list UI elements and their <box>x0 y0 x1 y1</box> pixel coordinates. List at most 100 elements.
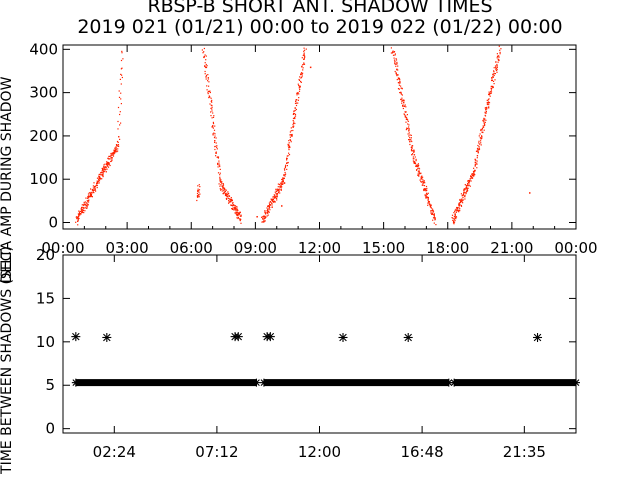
band-4-point <box>238 214 240 216</box>
band-3-point <box>205 66 207 69</box>
band-10-point <box>474 163 476 165</box>
band-3-point <box>207 91 209 93</box>
band-6-point <box>296 94 298 96</box>
band-0-point <box>102 167 104 169</box>
band-7-point <box>407 133 409 135</box>
band-9-point <box>455 210 457 212</box>
band-7-point <box>394 63 396 65</box>
band-1-point <box>120 73 122 75</box>
band-5-point <box>265 213 267 215</box>
band-6-point <box>284 171 286 174</box>
band-2-point <box>196 195 199 197</box>
band-0-point <box>96 187 98 189</box>
band-7-point <box>397 65 399 67</box>
chart-title: RBSP-B SHORT ANT. SHADOW TIMES <box>147 0 492 17</box>
band-0-point <box>111 152 113 154</box>
band-0-point <box>90 188 92 190</box>
band-8-point <box>417 168 419 170</box>
band-8-point <box>423 180 425 182</box>
chart-subtitle: 2019 021 (01/21) 00:00 to 2019 022 (01/2… <box>77 16 562 38</box>
band-5-point <box>266 212 268 214</box>
band-2-point <box>197 194 199 196</box>
band-10-point <box>492 75 494 77</box>
band-7-point <box>410 150 413 152</box>
band-5-point <box>279 182 282 184</box>
band-0-point <box>95 190 97 192</box>
band-3-point <box>219 165 221 168</box>
band-0-point <box>110 160 112 163</box>
band-3-point <box>210 115 212 117</box>
band-3-point <box>215 155 217 157</box>
band-5-point <box>279 185 281 187</box>
band-10-point <box>495 66 497 68</box>
band-0-point <box>102 171 104 173</box>
band-6-point <box>289 139 291 141</box>
band-8-point <box>427 201 430 203</box>
band-6-point <box>304 55 306 57</box>
band-3-point <box>207 77 209 79</box>
band-0-point <box>98 182 100 184</box>
band-6-point <box>302 67 304 69</box>
band-7-point <box>392 54 395 56</box>
band-7-point <box>395 72 397 74</box>
band-10-point <box>486 101 488 104</box>
band-6-point <box>304 49 306 51</box>
band-10-point <box>480 129 482 132</box>
band-3-point <box>219 176 221 178</box>
band-6-point <box>288 147 290 149</box>
band-3-point <box>206 89 208 91</box>
band-0-point <box>78 215 80 218</box>
top-x-tick-label: 18:00 <box>426 239 469 257</box>
band-6-point <box>291 135 293 137</box>
band-4-point <box>234 206 236 208</box>
band-4-point <box>237 217 239 220</box>
band-9-point <box>459 210 461 212</box>
band-10-point <box>479 133 481 135</box>
band-4-point <box>231 208 233 210</box>
band-4-point <box>230 201 232 203</box>
band-0-point <box>87 197 90 199</box>
band-8-point <box>424 182 426 184</box>
band-2-point <box>197 190 199 192</box>
band-7-point <box>399 78 401 80</box>
band-5-point <box>269 201 271 203</box>
band-6-point <box>288 140 290 142</box>
band-7-point <box>411 147 413 149</box>
band-8-point <box>420 178 422 180</box>
band-4-point <box>239 218 241 220</box>
band-8-point <box>420 172 422 175</box>
band-5-point <box>270 198 272 200</box>
band-7-point <box>396 79 398 81</box>
band-6-point <box>288 142 290 144</box>
band-9-point <box>460 205 463 207</box>
band-3-point <box>214 145 216 147</box>
band-10-point <box>490 87 492 89</box>
band-5-point <box>271 206 273 208</box>
band-0-point <box>86 205 88 207</box>
band-7-point <box>398 84 400 86</box>
band-8-point <box>425 185 428 188</box>
band-3-point <box>219 164 221 166</box>
band-9-point <box>461 201 463 203</box>
band-5-point <box>263 215 265 217</box>
band-0-point <box>94 186 96 188</box>
band-6-point <box>303 58 305 60</box>
top-x-tick-label: 21:00 <box>490 239 533 257</box>
band-1-point <box>117 128 119 130</box>
band-3-point <box>216 145 218 147</box>
band-9-point <box>457 207 459 209</box>
band-0-point <box>76 218 78 220</box>
band-1-point <box>121 76 123 79</box>
band-4-point <box>232 202 234 204</box>
band-6-point <box>288 152 290 154</box>
band-8-point <box>415 164 417 166</box>
band-7-point <box>400 87 402 89</box>
band-0-point <box>87 193 90 195</box>
band-7-point <box>395 73 397 75</box>
band-6-point <box>293 110 295 112</box>
gap-asterisk <box>71 332 81 342</box>
band-8-point <box>418 167 420 169</box>
band-9-point <box>458 211 460 213</box>
band-0-point <box>98 173 100 176</box>
band-4-point <box>236 217 238 219</box>
